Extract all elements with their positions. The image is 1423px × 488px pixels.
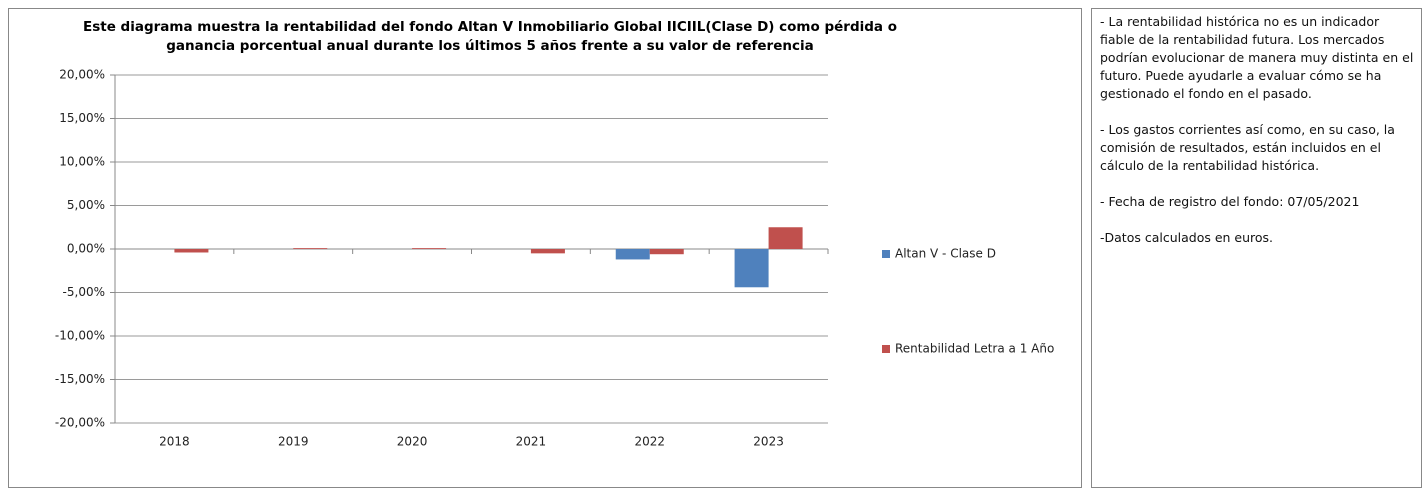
note: - Fecha de registro del fondo: 07/05/202… [1100,194,1360,209]
bar [734,249,769,288]
x-tick-label: 2023 [753,435,784,449]
x-tick-label: 2020 [397,435,428,449]
legend-label: Rentabilidad Letra a 1 Año [895,342,1054,356]
legend-swatch [882,345,890,353]
bar [293,248,328,249]
y-tick-label: -15,00% [55,372,105,386]
chart: 20,00% 15,00% 10,00% 5,00% 0,00% -5,00% -10,00… [55,68,1054,449]
bar [412,248,447,249]
chart-title: Este diagrama muestra la rentabilidad de… [82,19,897,54]
y-tick-label: 20,00% [59,68,105,82]
x-tick-label: 2021 [516,435,547,449]
y-tick-label: 0,00% [67,242,105,256]
y-tick-label: 10,00% [59,155,105,169]
bar [768,227,803,249]
note: -Datos calculados en euros. [1100,230,1274,245]
legend-swatch [882,250,890,258]
y-tick-label: -20,00% [55,416,105,430]
y-tick-label: -10,00% [55,329,105,343]
note: - Los gastos corrientes así como, en su … [1100,122,1395,173]
bar [615,249,650,260]
bar [174,249,209,253]
bar [649,249,684,255]
legend-label: Altan V - Clase D [895,247,996,261]
x-tick-label: 2019 [278,435,309,449]
note: - La rentabilidad histórica no es un ind… [1100,14,1414,101]
bar [530,249,565,254]
y-tick-label: 5,00% [67,198,105,212]
x-tick-label: 2018 [159,435,190,449]
x-tick-label: 2022 [634,435,665,449]
y-tick-label: -5,00% [63,285,105,299]
notes-panel: - La rentabilidad histórica no es un ind… [1091,8,1422,488]
y-tick-label: 15,00% [59,111,105,125]
